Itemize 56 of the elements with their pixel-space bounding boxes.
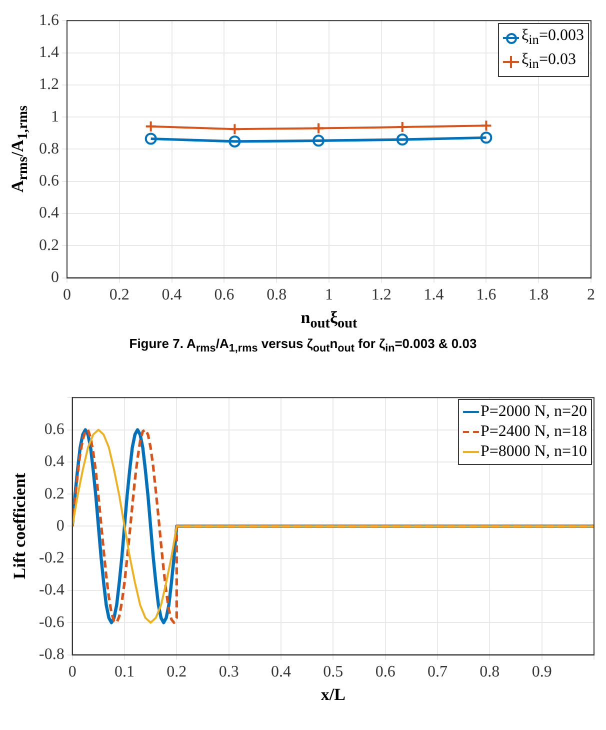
y-tick-label: -0.4 [39, 581, 64, 598]
legend-label: ξ$_{in}$=0.003 [521, 26, 584, 49]
point [480, 132, 492, 144]
legend-label: P=2400 N, n=18 [480, 422, 587, 442]
y-axis-title: Lift coefficient [10, 472, 30, 579]
y-tick-label: 0.8 [39, 140, 59, 158]
point [144, 132, 157, 145]
point [312, 134, 325, 147]
x-tick-label: 0 [68, 663, 76, 680]
x-tick-label: 0.8 [480, 663, 500, 680]
y-tick-label: -0.2 [39, 549, 64, 566]
legend-label: P=8000 N, n=10 [480, 442, 587, 462]
x-tick-label: 1.2 [371, 286, 392, 304]
y-tick-label: 0.6 [44, 420, 64, 438]
x-tick-label: 0.5 [323, 663, 344, 680]
y-tick-label: 0 [51, 269, 59, 286]
x-tick-label: 2 [587, 286, 595, 304]
x-tick-label: 1.6 [476, 286, 496, 304]
x-tick-label: 0.9 [532, 663, 552, 680]
y-tick-label: -0.6 [39, 613, 64, 630]
legend-label: P=2000 N, n=20 [480, 402, 587, 422]
point [480, 120, 492, 132]
x-tick-label: 0.4 [270, 663, 291, 680]
x-tick-label: 0.3 [218, 663, 239, 680]
x-tick-label: 1.8 [528, 286, 549, 304]
x-tick-label: 0.4 [162, 286, 182, 304]
y-tick-label: 0.4 [39, 204, 59, 222]
y-tick-label: -0.8 [39, 646, 64, 663]
point [396, 134, 408, 146]
y-tick-label: 1.6 [39, 12, 59, 29]
point [396, 121, 408, 134]
x-tick-label: 0.1 [114, 663, 134, 680]
text: Figure 7. A$_{rms}$/A$_{1,rms}$ versus ζ$_{out}$n$_{out}$ for ζ$_{in}$=0.003 & 0.03 [129, 336, 477, 355]
x-tick-label: 0.2 [109, 286, 130, 304]
x-tick-label: 0.7 [428, 663, 448, 680]
point [144, 120, 157, 132]
y-tick-label: 0.2 [39, 236, 59, 254]
y-tick-label: 1.4 [39, 44, 59, 61]
point [228, 123, 241, 136]
x-tick-label: 0.2 [166, 663, 187, 680]
y-tick-label: 1.2 [39, 76, 59, 94]
point [312, 122, 325, 134]
x-tick-label: 0.6 [375, 663, 396, 680]
x-tick-label: 1.4 [424, 286, 444, 304]
point [228, 135, 241, 148]
x-tick-label: 0.8 [266, 286, 287, 304]
y-tick-label: 0.2 [44, 484, 64, 502]
x-axis-title: n$_{out}$ξ$_{out}$ [300, 308, 358, 332]
x-axis-title: x/L [320, 684, 346, 705]
x-tick-label: 0.6 [214, 286, 234, 304]
y-tick-label: 0.6 [39, 172, 59, 190]
y-tick-label: 1 [51, 108, 59, 126]
y-tick-label: 0 [56, 516, 64, 534]
legend-label: ξ$_{in}$=0.03 [521, 50, 576, 73]
x-tick-label: 1 [325, 286, 333, 304]
y-tick-label: 0.4 [44, 452, 64, 470]
